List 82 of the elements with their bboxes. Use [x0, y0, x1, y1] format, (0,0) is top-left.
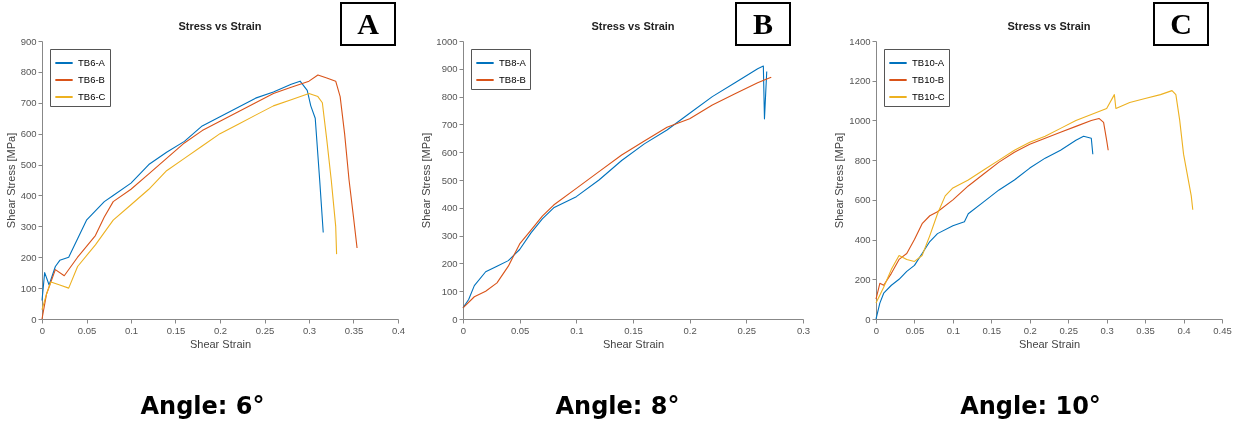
y-tick-label: 800	[20, 66, 37, 78]
y-tick-label: 300	[441, 230, 458, 242]
y-tick-label: 0	[452, 313, 458, 325]
x-axis-title: Shear Strain	[189, 338, 252, 350]
text: A	[340, 2, 396, 46]
legend-label: TB6-A	[78, 57, 106, 68]
y-tick-label: 600	[20, 128, 37, 140]
x-tick-label: 0.15	[624, 324, 643, 336]
line-series	[875, 90, 1194, 304]
text: Angle: 10°	[959, 392, 1102, 420]
text: B	[735, 2, 791, 46]
legend-label: TB10-A	[912, 57, 945, 68]
x-tick-label: 0.4	[1177, 324, 1191, 336]
x-tick-label: 0.05	[77, 324, 97, 336]
x-tick-label: 0.25	[737, 324, 757, 336]
y-tick-label: 900	[441, 63, 458, 75]
legend-label: TB8-A	[499, 57, 527, 68]
y-tick-label: 400	[441, 202, 458, 214]
y-tick-label: 1200	[849, 75, 871, 87]
x-tick-label: 0.4	[391, 324, 406, 336]
y-tick-label: 200	[441, 257, 458, 269]
y-tick-label: 600	[854, 194, 871, 206]
x-tick-label: 0	[39, 324, 46, 336]
x-tick-label: 0.2	[213, 324, 228, 336]
x-tick-label: 0.35	[344, 324, 364, 336]
y-tick-label: 200	[20, 251, 37, 263]
x-tick-label: 0.05	[905, 324, 925, 336]
y-tick-label: 400	[20, 189, 37, 201]
x-tick-label: 0.3	[302, 324, 317, 336]
y-tick-label: 0	[31, 313, 37, 325]
x-tick-label: 0.3	[796, 324, 811, 336]
x-tick-label: 0.35	[1136, 324, 1155, 336]
x-tick-label: 0	[873, 324, 880, 336]
x-tick-label: 0.2	[1023, 324, 1037, 336]
chart-title: Stress vs Strain	[591, 20, 675, 32]
legend-label: TB8-B	[499, 74, 526, 85]
x-tick-label: 0.1	[570, 324, 584, 336]
y-axis-title: Shear Stress [MPa]	[833, 132, 846, 229]
legend-label: TB10-C	[912, 91, 945, 102]
y-tick-label: 800	[441, 91, 458, 103]
x-tick-label: 0.15	[166, 324, 186, 336]
y-tick-label: 900	[20, 35, 37, 47]
x-tick-label: 0.3	[1100, 324, 1114, 336]
x-axis-title: Shear Strain	[602, 338, 665, 350]
text: C	[1153, 2, 1209, 46]
legend-label: TB6-B	[78, 74, 105, 85]
x-tick-label: 0.25	[1059, 324, 1078, 336]
x-tick-label: 0	[460, 324, 467, 336]
y-tick-label: 700	[20, 97, 37, 109]
y-tick-label: 1000	[436, 35, 458, 47]
y-tick-label: 400	[854, 234, 871, 246]
chart-title: Stress vs Strain	[1007, 20, 1091, 32]
y-tick-label: 1000	[849, 114, 871, 126]
x-tick-label: 0.15	[982, 324, 1002, 336]
text: Angle: 8°	[554, 392, 681, 420]
x-tick-label: 0.1	[946, 324, 960, 336]
y-tick-label: 100	[441, 285, 458, 297]
y-tick-label: 0	[865, 313, 871, 325]
line-series	[875, 135, 1094, 320]
y-tick-label: 200	[854, 273, 871, 285]
text: Angle: 6°	[139, 392, 266, 420]
x-tick-label: 0.2	[683, 324, 697, 336]
x-axis-title: Shear Strain	[1018, 338, 1081, 350]
x-tick-label: 0.05	[510, 324, 530, 336]
line-series	[41, 74, 358, 320]
y-tick-label: 300	[20, 220, 37, 232]
y-tick-label: 800	[854, 154, 871, 166]
legend-label: TB10-B	[912, 74, 945, 85]
y-axis-title: Shear Stress [MPa]	[420, 132, 433, 229]
y-tick-label: 500	[20, 159, 37, 171]
y-tick-label: 600	[441, 146, 458, 158]
legend-label: TB6-C	[78, 91, 106, 102]
y-tick-label: 100	[20, 282, 37, 294]
line-series	[875, 117, 1109, 300]
y-tick-label: 500	[441, 174, 458, 186]
x-tick-label: 0.1	[124, 324, 139, 336]
y-tick-label: 700	[441, 118, 458, 130]
x-tick-label: 0.45	[1213, 324, 1232, 336]
y-tick-label: 1400	[849, 35, 871, 47]
chart-title: Stress vs Strain	[178, 20, 262, 32]
y-axis-title: Shear Stress [MPa]	[4, 132, 17, 229]
x-tick-label: 0.25	[255, 324, 275, 336]
